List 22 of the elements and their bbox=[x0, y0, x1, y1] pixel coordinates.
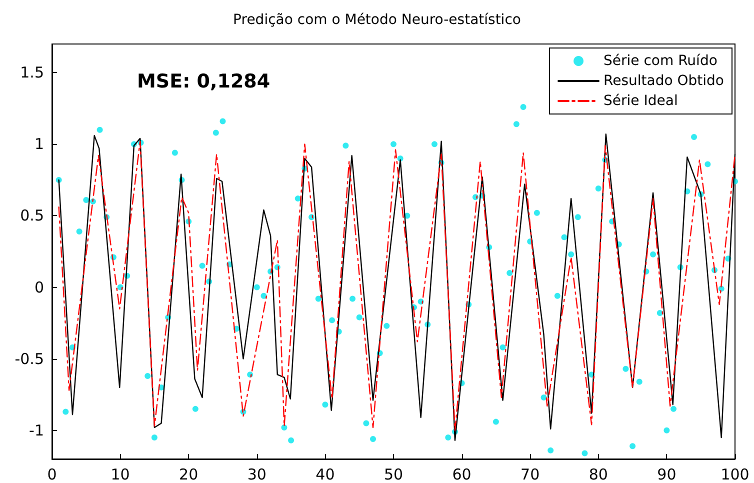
legend-label: Série Ideal bbox=[604, 93, 678, 109]
x-tick-label: 90 bbox=[657, 466, 676, 483]
x-tick-label: 80 bbox=[588, 466, 608, 483]
x-tick-label: 70 bbox=[520, 466, 540, 483]
annotation: MSE: 0,1284 bbox=[137, 70, 270, 92]
x-tick-label: 50 bbox=[384, 466, 404, 483]
x-tick-label: 40 bbox=[316, 466, 335, 483]
y-tick-label: 1 bbox=[34, 135, 44, 154]
x-tick-label: 20 bbox=[179, 466, 198, 483]
x-tick-label: 60 bbox=[452, 466, 472, 483]
y-tick-label: 1.5 bbox=[20, 64, 44, 82]
x-tick-label: 30 bbox=[247, 466, 266, 483]
x-tick-label: 0 bbox=[47, 466, 57, 483]
y-tick-label: -1 bbox=[29, 421, 44, 440]
x-tick-label: 100 bbox=[720, 466, 750, 483]
y-tick-label: 0.5 bbox=[20, 206, 44, 225]
x-tick-label: 10 bbox=[110, 466, 130, 483]
legend-label: Resultado Obtido bbox=[604, 73, 724, 89]
y-tick-label: 0 bbox=[34, 278, 44, 296]
y-tick-label: -0.5 bbox=[14, 350, 44, 368]
chart-title: Predição com o Método Neuro-estatístico bbox=[233, 12, 521, 28]
legend-label: Série com Ruído bbox=[604, 53, 718, 69]
